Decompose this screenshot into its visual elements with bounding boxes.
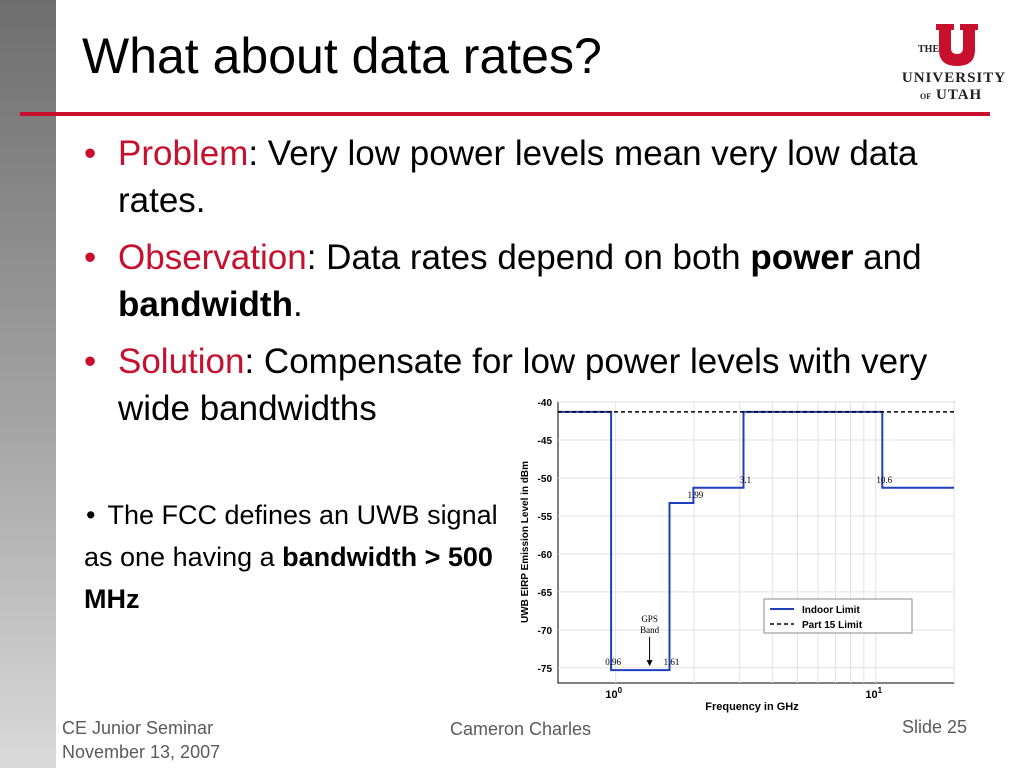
bullet-problem-keyword: Problem [118, 134, 249, 173]
title-divider [20, 112, 990, 116]
fcc-definition-note: • The FCC defines an UWB signal as one ha… [84, 500, 498, 614]
y-tick-label: -55 [538, 512, 553, 523]
x-axis-label: Frequency in GHz [705, 701, 799, 713]
footer-course-info: CE Junior Seminar November 13, 2007 [62, 716, 220, 764]
frequency-annotation: 3.1 [740, 475, 751, 485]
plot-area [557, 401, 955, 684]
legend-part15-label: Part 15 Limit [802, 620, 863, 631]
y-tick-label: -50 [538, 474, 553, 485]
fcc-definition-bold: bandwidth > 500 MHz [84, 542, 493, 614]
logo-university: UNIVERSITY [902, 70, 1006, 86]
bullet-observation-power: power [750, 238, 854, 277]
bullet-observation-and: and [853, 238, 922, 277]
fcc-definition-text: The FCC defines an UWB signal as one hav… [84, 500, 498, 572]
uwb-emission-chart: -40 -45 -50 -55 -60 -65 -70 -75 100 101 0.96 1.61 1… [498, 380, 994, 716]
slide-title: What about data rates? [82, 28, 602, 84]
y-tick-label: -40 [538, 398, 553, 409]
gps-band-label: Band [640, 625, 659, 635]
y-tick-label: -75 [538, 664, 553, 675]
gps-band-arrow-head [646, 660, 653, 667]
bullet-solution-keyword: Solution [118, 342, 245, 381]
logo-u-letter [936, 24, 978, 66]
frequency-annotation: 1.99 [688, 490, 704, 500]
bullet-observation: Observation: Data rates depend on both p… [80, 234, 980, 328]
frequency-annotation: 0.96 [605, 657, 621, 667]
bullet-observation-period: . [292, 285, 303, 324]
y-axis-label: UWB EIRP Emission Level in dBm [520, 461, 531, 623]
bullet-list: Problem: Very low power levels mean very… [80, 130, 980, 442]
sidebar-gradient [0, 0, 56, 768]
y-tick-label: -65 [538, 588, 553, 599]
gps-band-label: GPS [641, 614, 658, 624]
bullet-solution: Solution: Compensate for low power level… [80, 338, 980, 432]
logo-the: THE [918, 44, 939, 55]
series-lines [558, 410, 954, 672]
y-tick-label: -60 [538, 550, 553, 561]
bullet-problem: Problem: Very low power levels mean very… [80, 130, 980, 224]
legend-box [763, 598, 913, 634]
x-tick-label: 100 [605, 686, 622, 701]
logo-utah: UTAH [936, 87, 982, 103]
frequency-annotation: 1.61 [664, 657, 680, 667]
chart-legend: Indoor Limit Part 15 Limit [763, 598, 913, 634]
footer-date: November 13, 2007 [62, 742, 221, 762]
legend-indoor-label: Indoor Limit [802, 605, 860, 616]
x-tick-label: 101 [865, 686, 882, 701]
bullet-observation-text: : Data rates depend on both [306, 238, 751, 277]
bullet-observation-bandwidth: bandwidth [118, 285, 293, 324]
footer-course: CE Junior Seminar [62, 718, 214, 738]
bullet-observation-keyword: Observation [118, 238, 307, 277]
footer-author: Cameron Charles [450, 719, 592, 739]
axis-ticks: -40 -45 -50 -55 -60 -65 -70 -75 100 101 [538, 398, 883, 701]
bullet-solution-text: : Compensate for low power levels with v… [118, 342, 928, 428]
y-tick-label: -70 [538, 626, 553, 637]
footer-slide-number: Slide 25 [902, 717, 968, 737]
series-line-indoor-limit [558, 410, 954, 672]
frequency-annotation: 10.6 [876, 475, 892, 485]
bullet-problem-text: : Very low power levels mean very low da… [118, 134, 918, 220]
logo-of: OF [920, 92, 931, 101]
university-of-utah-logo: THE UNIVERSITY OF UTAH [902, 24, 1006, 103]
y-tick-label: -45 [538, 436, 553, 447]
